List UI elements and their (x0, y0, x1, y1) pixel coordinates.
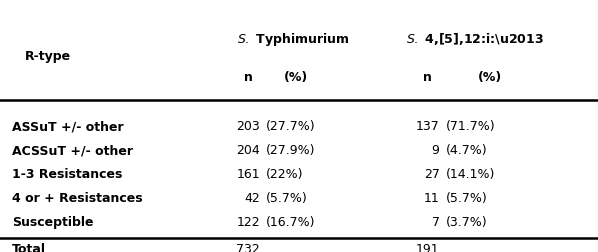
Text: 203: 203 (236, 119, 260, 133)
Text: 27: 27 (423, 167, 440, 180)
Text: (22%): (22%) (266, 167, 304, 180)
Text: 191: 191 (416, 242, 440, 252)
Text: 9: 9 (432, 143, 440, 156)
Text: 11: 11 (424, 191, 440, 204)
Text: 732: 732 (236, 242, 260, 252)
Text: (5.7%): (5.7%) (446, 191, 487, 204)
Text: (27.9%): (27.9%) (266, 143, 316, 156)
Text: (14.1%): (14.1%) (446, 167, 495, 180)
Text: (27.7%): (27.7%) (266, 119, 316, 133)
Text: 122: 122 (236, 215, 260, 228)
Text: (5.7%): (5.7%) (266, 191, 308, 204)
Text: R-type: R-type (25, 50, 71, 63)
Text: n: n (244, 70, 252, 83)
Text: Total: Total (12, 242, 46, 252)
Text: (4.7%): (4.7%) (446, 143, 487, 156)
Text: 204: 204 (236, 143, 260, 156)
Text: (16.7%): (16.7%) (266, 215, 316, 228)
Text: Susceptible: Susceptible (12, 215, 93, 228)
Text: 42: 42 (245, 191, 260, 204)
Text: (%): (%) (284, 70, 308, 83)
Text: 161: 161 (236, 167, 260, 180)
Text: (3.7%): (3.7%) (446, 215, 487, 228)
Text: n: n (423, 70, 432, 83)
Text: ASSuT +/- other: ASSuT +/- other (12, 119, 124, 133)
Text: ACSSuT +/- other: ACSSuT +/- other (12, 143, 133, 156)
Text: $\mathit{S.}$ Typhimurium: $\mathit{S.}$ Typhimurium (237, 30, 349, 48)
Text: $\mathit{S.}$ 4,[5],12:i:\u2013: $\mathit{S.}$ 4,[5],12:i:\u2013 (407, 31, 544, 47)
Text: 1-3 Resistances: 1-3 Resistances (12, 167, 123, 180)
Text: (71.7%): (71.7%) (446, 119, 495, 133)
Text: 4 or + Resistances: 4 or + Resistances (12, 191, 142, 204)
Text: 137: 137 (416, 119, 440, 133)
Text: 7: 7 (432, 215, 440, 228)
Text: (%): (%) (478, 70, 502, 83)
